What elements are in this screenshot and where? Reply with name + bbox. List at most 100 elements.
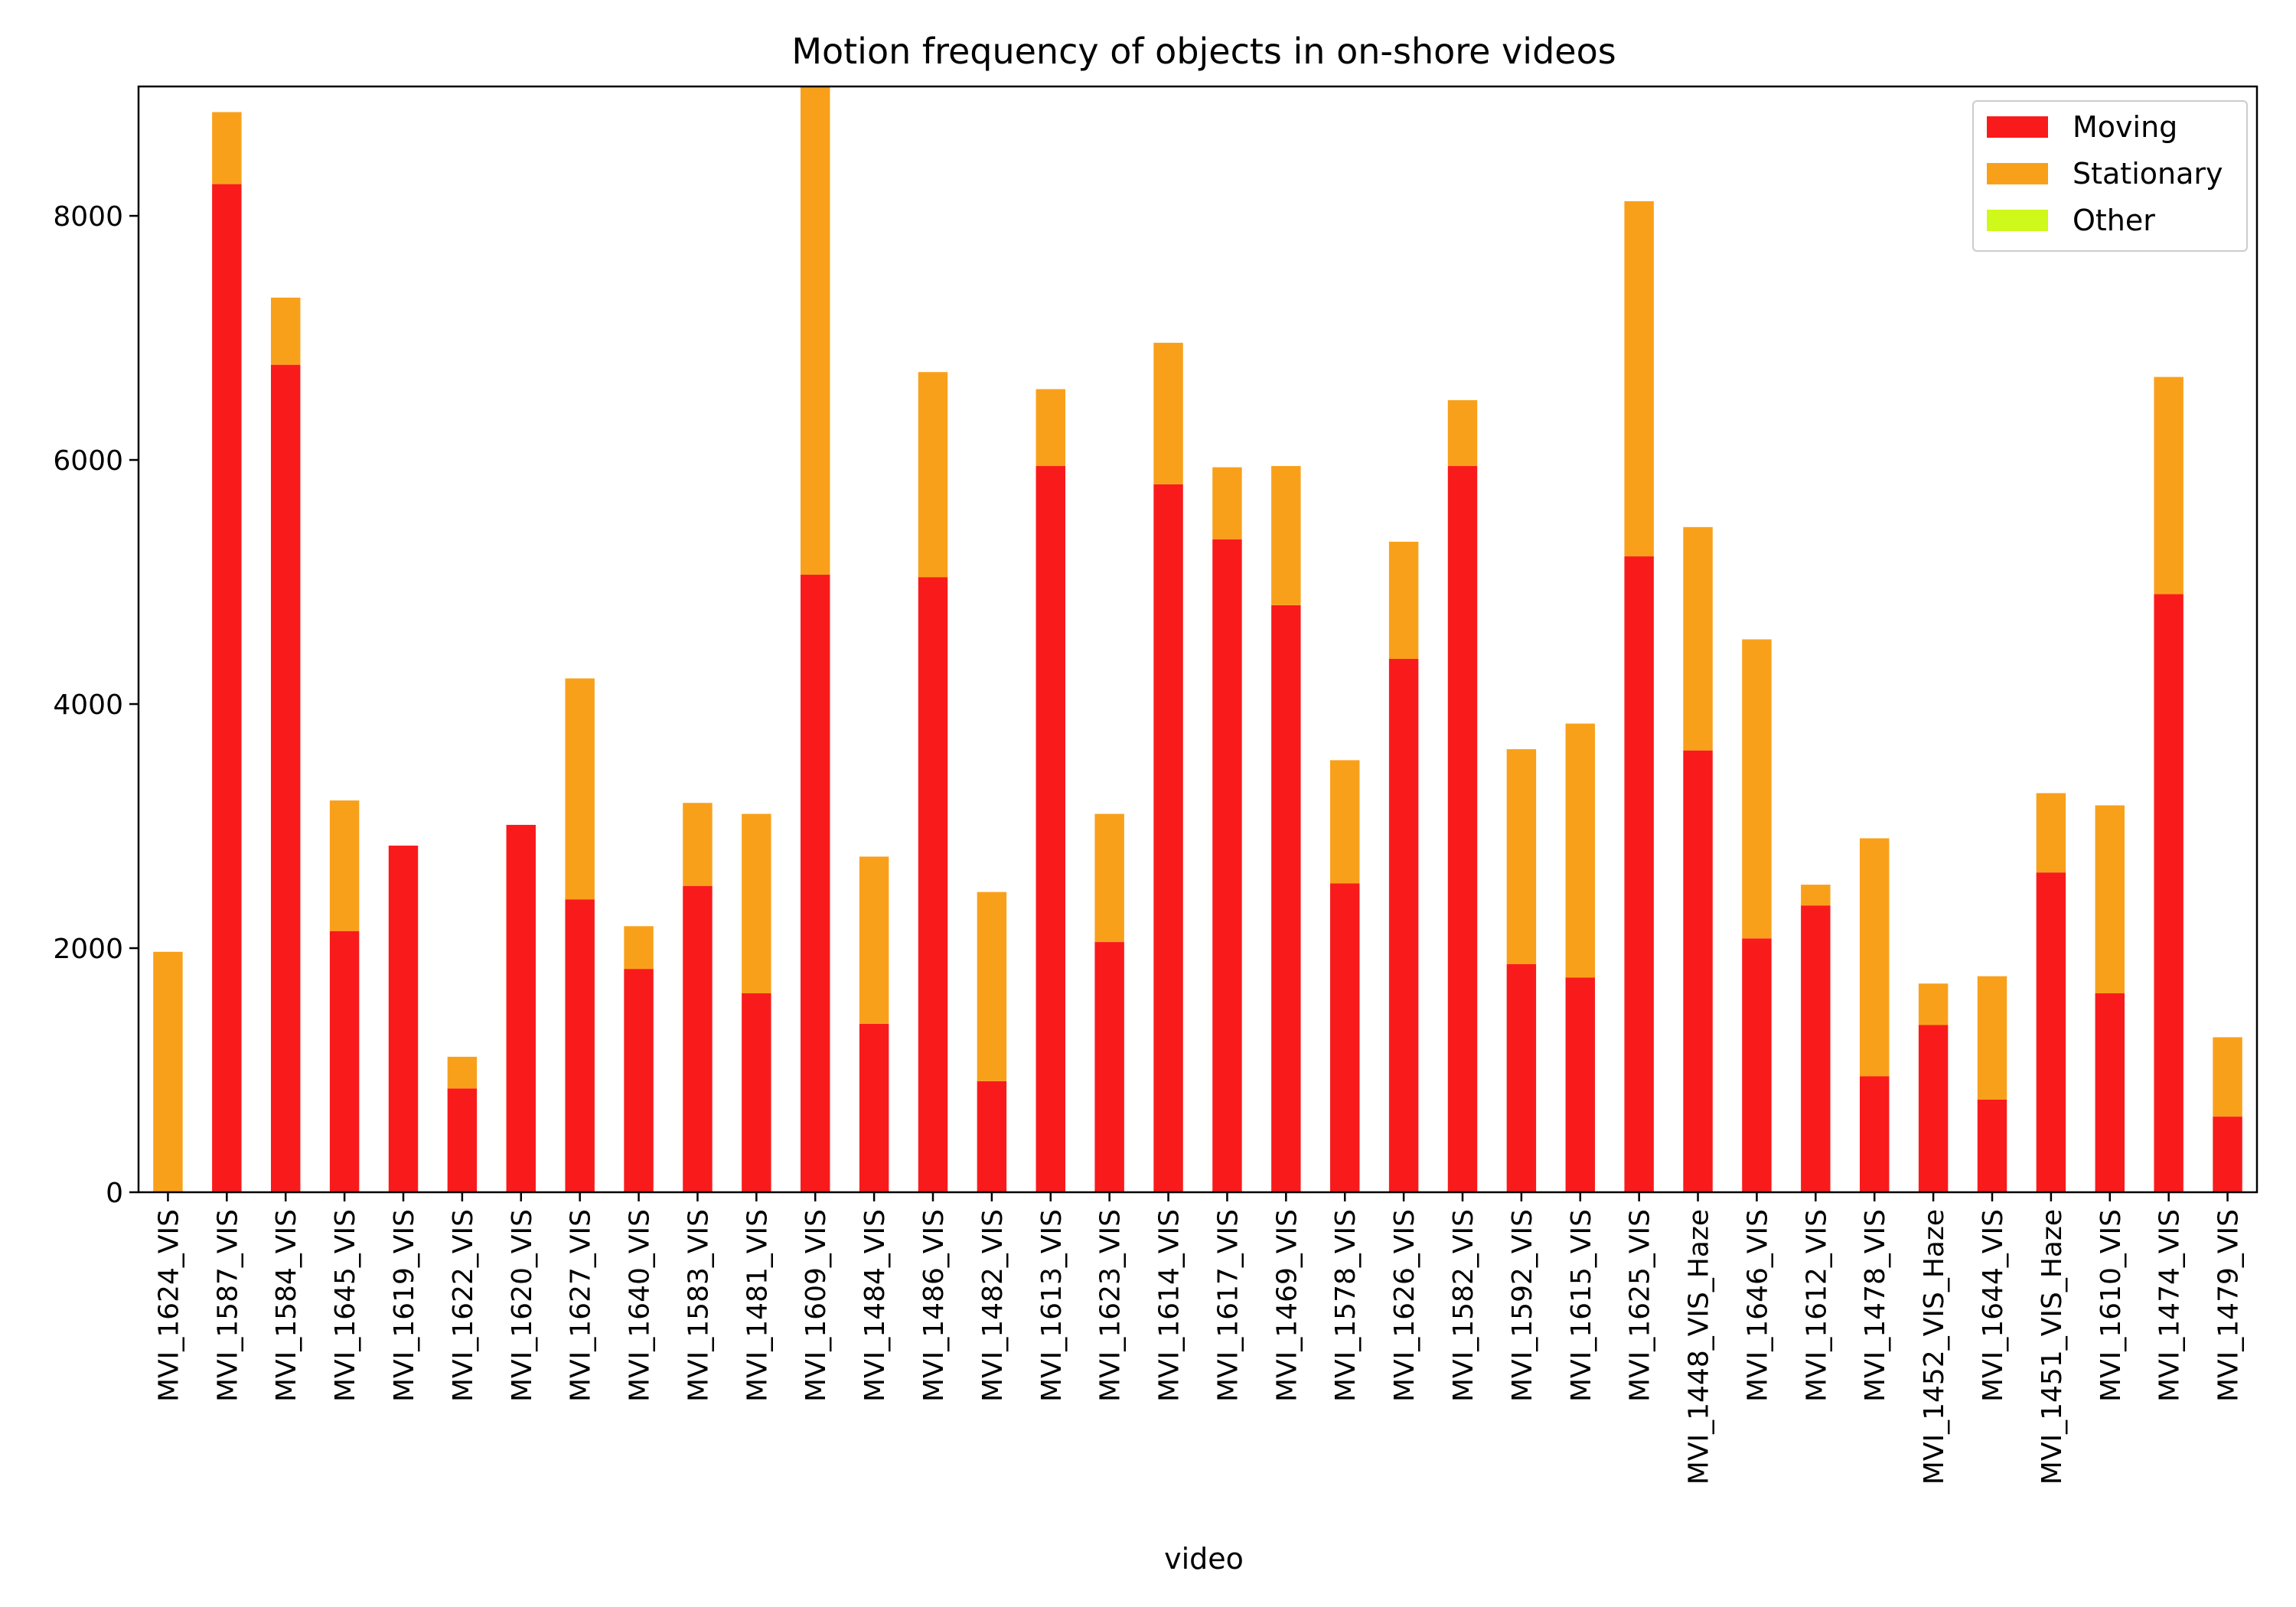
y-tick-label: 0 <box>106 1178 123 1209</box>
bar-moving-2 <box>271 364 301 1192</box>
chart-title: Motion frequency of objects in on-shore … <box>791 31 1616 72</box>
bar-moving-21 <box>1388 659 1419 1192</box>
bar-moving-1 <box>212 184 242 1193</box>
bar-moving-23 <box>1506 963 1537 1192</box>
bar-moving-7 <box>565 899 595 1192</box>
bar-stationary-26 <box>1683 526 1713 751</box>
x-tick-label: MVI_1479_VIS <box>2213 1209 2245 1402</box>
bar-moving-17 <box>1153 484 1183 1192</box>
bar-stationary-19 <box>1271 466 1301 605</box>
bar-stationary-3 <box>329 800 360 931</box>
bar-moving-31 <box>1977 1099 2007 1192</box>
x-tick-label: MVI_1646_VIS <box>1742 1209 1773 1402</box>
bar-stationary-17 <box>1153 342 1183 484</box>
bar-moving-6 <box>506 824 536 1192</box>
bar-stationary-30 <box>1918 983 1949 1025</box>
bar-moving-12 <box>859 1023 889 1192</box>
bar-moving-25 <box>1624 556 1654 1192</box>
bar-stationary-21 <box>1388 541 1419 660</box>
legend-label-stationary: Stationary <box>2073 157 2223 191</box>
x-tick-label: MVI_1645_VIS <box>330 1209 361 1402</box>
x-tick-label: MVI_1617_VIS <box>1212 1209 1244 1402</box>
x-tick-label: MVI_1469_VIS <box>1271 1209 1303 1402</box>
bar-moving-19 <box>1271 605 1301 1192</box>
bar-stationary-1 <box>212 112 242 184</box>
bar-stationary-34 <box>2154 376 2183 595</box>
bar-moving-8 <box>624 969 654 1192</box>
bar-stationary-14 <box>977 892 1007 1081</box>
x-tick-label: MVI_1623_VIS <box>1095 1209 1127 1402</box>
x-tick-label: MVI_1486_VIS <box>918 1209 950 1402</box>
bar-stationary-12 <box>859 856 889 1024</box>
x-tick-label: MVI_1620_VIS <box>507 1209 538 1402</box>
x-tick-label: MVI_1619_VIS <box>389 1209 420 1402</box>
x-tick-label: MVI_1613_VIS <box>1036 1209 1068 1402</box>
x-tick-label: MVI_1615_VIS <box>1566 1209 1597 1402</box>
bar-stationary-2 <box>271 297 301 365</box>
bar-stationary-15 <box>1035 389 1065 467</box>
x-tick-label: MVI_1610_VIS <box>2095 1209 2127 1402</box>
bar-stationary-24 <box>1565 723 1595 978</box>
bar-moving-33 <box>2095 993 2125 1192</box>
y-tick-label: 4000 <box>53 689 123 721</box>
plot-frame <box>137 85 2258 1194</box>
bar-moving-35 <box>2213 1116 2242 1192</box>
x-tick-label: MVI_1484_VIS <box>859 1209 891 1402</box>
x-tick-label: MVI_1583_VIS <box>683 1209 714 1402</box>
bar-moving-16 <box>1094 942 1124 1192</box>
bar-stationary-5 <box>447 1056 478 1089</box>
y-tick-label: 8000 <box>53 201 123 233</box>
x-tick-label: MVI_1614_VIS <box>1154 1209 1186 1402</box>
bar-moving-5 <box>447 1088 478 1192</box>
bar-moving-15 <box>1035 466 1065 1192</box>
bar-stationary-22 <box>1447 399 1478 467</box>
bar-moving-24 <box>1565 977 1595 1192</box>
bar-moving-18 <box>1212 539 1242 1192</box>
x-tick-label: MVI_1609_VIS <box>801 1209 832 1402</box>
x-tick-label: MVI_1622_VIS <box>448 1209 479 1402</box>
bar-stationary-7 <box>565 678 595 900</box>
bar-moving-3 <box>329 931 360 1192</box>
bar-moving-29 <box>1860 1076 1890 1192</box>
bar-stationary-31 <box>1977 976 2007 1100</box>
y-tick-label: 6000 <box>53 445 123 477</box>
legend: Moving Stationary Other <box>1972 100 2248 252</box>
x-tick-label: MVI_1584_VIS <box>271 1209 302 1402</box>
bar-stationary-13 <box>918 372 948 578</box>
bar-stationary-32 <box>2036 793 2066 873</box>
x-tick-label: MVI_1582_VIS <box>1448 1209 1479 1402</box>
bar-moving-34 <box>2154 594 2183 1192</box>
bar-stationary-11 <box>801 86 830 575</box>
bar-moving-4 <box>388 846 419 1192</box>
x-tick-label: MVI_1644_VIS <box>1978 1209 2009 1402</box>
bar-stationary-33 <box>2095 805 2125 994</box>
bar-moving-9 <box>683 885 713 1192</box>
bar-moving-26 <box>1683 750 1713 1192</box>
bar-stationary-0 <box>153 951 183 1192</box>
x-tick-label: MVI_1625_VIS <box>1625 1209 1656 1402</box>
y-tick-label: 2000 <box>53 934 123 965</box>
bar-stationary-9 <box>683 803 713 886</box>
bar-stationary-28 <box>1801 885 1831 906</box>
bar-moving-27 <box>1742 938 1772 1192</box>
x-tick-label: MVI_1626_VIS <box>1389 1209 1420 1402</box>
x-tick-label: MVI_1612_VIS <box>1801 1209 1832 1402</box>
x-axis-label: video <box>1164 1542 1244 1576</box>
x-tick-label: MVI_1452_VIS_Haze <box>1919 1209 1950 1485</box>
x-tick-label: MVI_1448_VIS_Haze <box>1684 1209 1715 1485</box>
bar-stationary-35 <box>2213 1037 2242 1117</box>
bar-stationary-23 <box>1506 749 1537 964</box>
x-tick-label: MVI_1627_VIS <box>566 1209 597 1402</box>
x-tick-label: MVI_1624_VIS <box>153 1209 184 1402</box>
x-tick-label: MVI_1478_VIS <box>1860 1209 1891 1402</box>
bar-moving-30 <box>1918 1025 1949 1192</box>
bar-moving-13 <box>918 577 948 1192</box>
x-tick-label: MVI_1578_VIS <box>1330 1209 1362 1402</box>
bar-stationary-27 <box>1742 639 1772 939</box>
legend-swatch-moving <box>1987 116 2048 138</box>
bar-stationary-29 <box>1860 838 1890 1077</box>
bar-moving-28 <box>1801 905 1831 1192</box>
x-tick-label: MVI_1482_VIS <box>977 1209 1009 1402</box>
legend-swatch-other <box>1987 210 2048 231</box>
